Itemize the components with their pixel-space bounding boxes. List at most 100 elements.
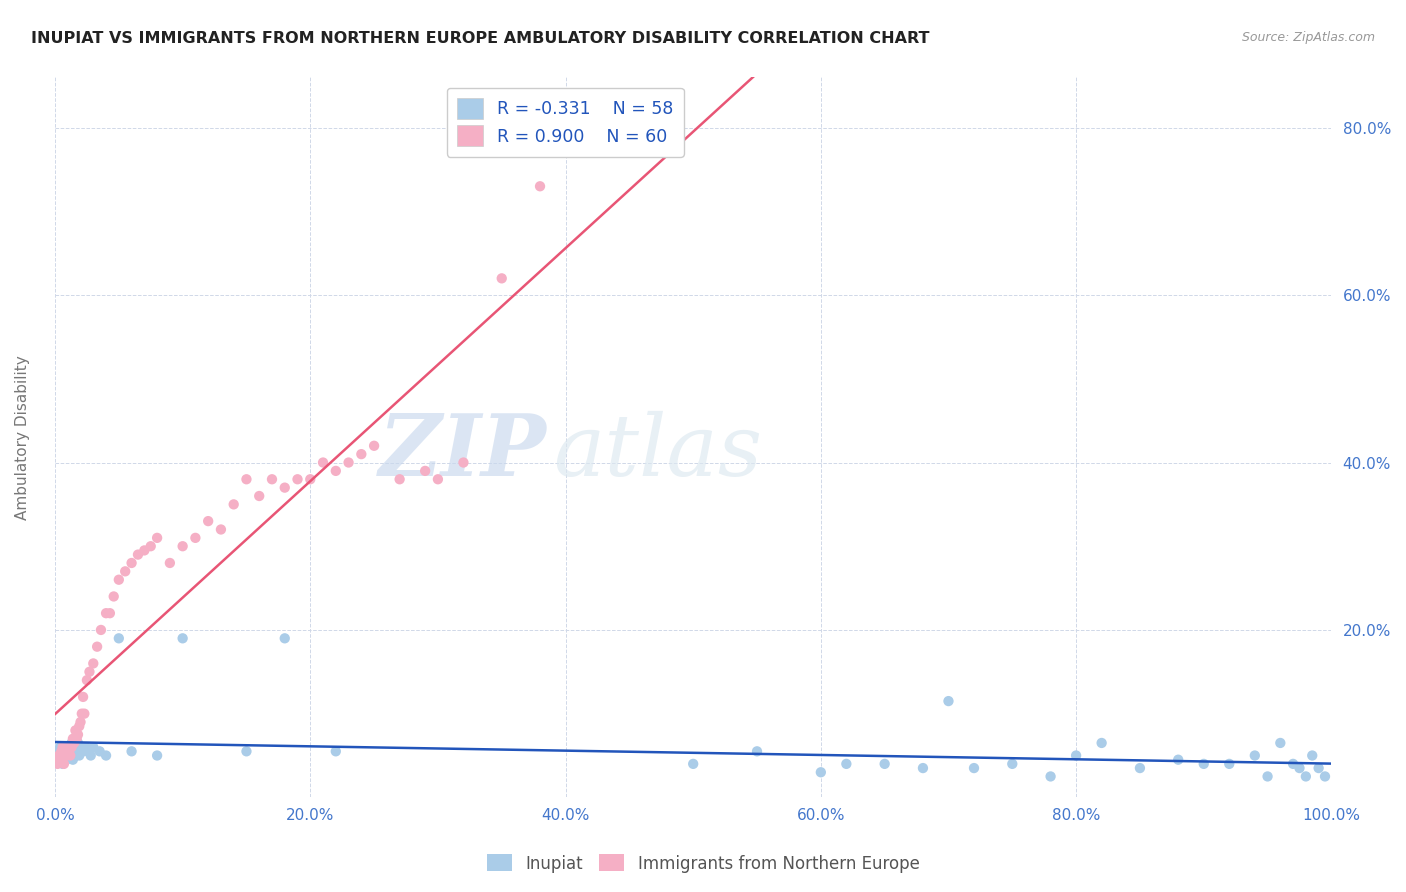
Point (52, 744, 75, 758)
Point (103, 590, 125, 604)
Point (94, 606, 117, 620)
Point (1064, 748, 1087, 763)
Point (66, 736, 89, 750)
Point (350, 447, 373, 461)
Point (121, 744, 143, 758)
Point (1218, 756, 1240, 771)
Point (260, 472, 283, 486)
Point (51, 744, 73, 758)
Point (325, 744, 347, 758)
Point (98, 606, 121, 620)
Point (55, 753, 77, 767)
Point (70, 706, 93, 721)
Point (75, 740, 97, 755)
Point (70, 740, 93, 755)
Point (65, 723, 87, 738)
Point (121, 556, 143, 570)
Point (453, 456, 475, 470)
Point (235, 744, 257, 758)
Point (235, 472, 257, 486)
Point (1091, 736, 1114, 750)
Point (56, 740, 79, 755)
Point (77, 744, 100, 758)
Point (1308, 761, 1330, 775)
Point (1039, 769, 1062, 783)
Point (1129, 761, 1152, 775)
Point (51, 748, 73, 763)
Point (63, 744, 86, 758)
Point (82, 740, 104, 755)
Point (66, 728, 89, 742)
Point (82, 657, 104, 671)
Point (325, 464, 347, 478)
Point (287, 472, 309, 486)
Point (1288, 761, 1310, 775)
Point (963, 761, 986, 775)
Point (938, 694, 960, 708)
Legend: R = -0.331    N = 58, R = 0.900    N = 60: R = -0.331 N = 58, R = 0.900 N = 60 (447, 87, 683, 157)
Point (222, 497, 245, 511)
Point (108, 632, 131, 646)
Point (1167, 753, 1189, 767)
Point (274, 481, 297, 495)
Point (114, 565, 136, 579)
Point (337, 456, 360, 470)
Point (62, 753, 84, 767)
Point (80, 748, 103, 763)
Point (86, 640, 108, 654)
Point (911, 761, 934, 775)
Point (48, 748, 70, 763)
Point (1270, 736, 1292, 750)
Point (184, 531, 207, 545)
Point (73, 706, 96, 721)
Point (108, 573, 131, 587)
Point (63, 736, 86, 750)
Point (363, 439, 385, 453)
Point (873, 756, 896, 771)
Point (529, 179, 551, 194)
Point (89, 744, 111, 758)
Point (835, 756, 858, 771)
Point (52, 756, 75, 771)
Point (491, 271, 513, 285)
Point (1301, 748, 1323, 763)
Point (1257, 769, 1279, 783)
Point (247, 489, 270, 503)
Point (682, 756, 704, 771)
Point (159, 556, 181, 570)
Point (59, 748, 82, 763)
Point (1001, 756, 1024, 771)
Point (274, 632, 297, 646)
Point (172, 539, 194, 553)
Point (66, 740, 89, 755)
Point (52, 740, 75, 755)
Point (56, 740, 79, 755)
Point (312, 456, 335, 470)
Point (52, 756, 75, 771)
Point (134, 543, 156, 558)
Point (58, 748, 80, 763)
Point (1192, 756, 1215, 771)
Text: ZIP: ZIP (378, 410, 547, 493)
Legend: Inupiat, Immigrants from Northern Europe: Inupiat, Immigrants from Northern Europe (479, 847, 927, 880)
Point (62, 731, 84, 746)
Y-axis label: Ambulatory Disability: Ambulatory Disability (15, 355, 30, 520)
Point (72, 690, 94, 704)
Point (76, 673, 98, 688)
Point (72, 744, 94, 758)
Point (53, 748, 76, 763)
Point (69, 714, 91, 729)
Point (58, 744, 80, 758)
Point (59, 744, 82, 758)
Point (60, 740, 83, 755)
Point (69, 744, 91, 758)
Point (94, 748, 117, 763)
Text: atlas: atlas (553, 410, 762, 493)
Point (65, 748, 87, 763)
Point (53, 744, 76, 758)
Point (1313, 769, 1336, 783)
Point (388, 472, 411, 486)
Point (79, 665, 101, 679)
Point (55, 748, 77, 763)
Point (1243, 748, 1265, 763)
